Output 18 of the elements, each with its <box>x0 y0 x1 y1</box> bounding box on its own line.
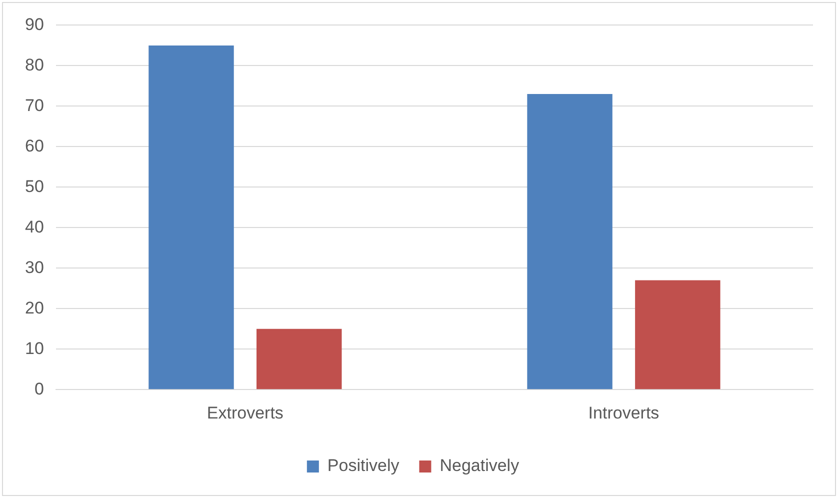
y-tick-label: 30 <box>24 258 44 277</box>
y-tick-label: 40 <box>24 217 44 236</box>
y-tick-label: 90 <box>24 14 44 34</box>
legend-label: Negatively <box>440 456 520 476</box>
y-tick-label: 50 <box>24 176 44 196</box>
x-tick-label: Extroverts <box>206 403 284 422</box>
y-tick-label: 0 <box>34 379 44 398</box>
y-tick-label: 70 <box>24 96 44 115</box>
y-tick-label: 80 <box>24 55 44 74</box>
y-tick-label: 10 <box>24 338 44 358</box>
bar <box>527 94 612 390</box>
y-tick-label: 20 <box>24 298 44 318</box>
bar <box>148 45 234 390</box>
x-tick-label: Introverts <box>588 403 660 422</box>
bar <box>256 328 342 390</box>
bar <box>635 280 720 390</box>
legend-label: Positively <box>327 456 400 476</box>
y-tick-label: 60 <box>24 136 44 156</box>
